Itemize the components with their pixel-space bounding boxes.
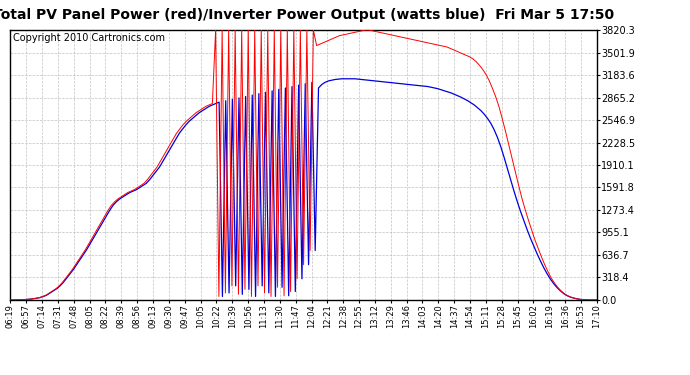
Text: Copyright 2010 Cartronics.com: Copyright 2010 Cartronics.com xyxy=(13,33,166,43)
Text: Total PV Panel Power (red)/Inverter Power Output (watts blue)  Fri Mar 5 17:50: Total PV Panel Power (red)/Inverter Powe… xyxy=(0,8,614,21)
